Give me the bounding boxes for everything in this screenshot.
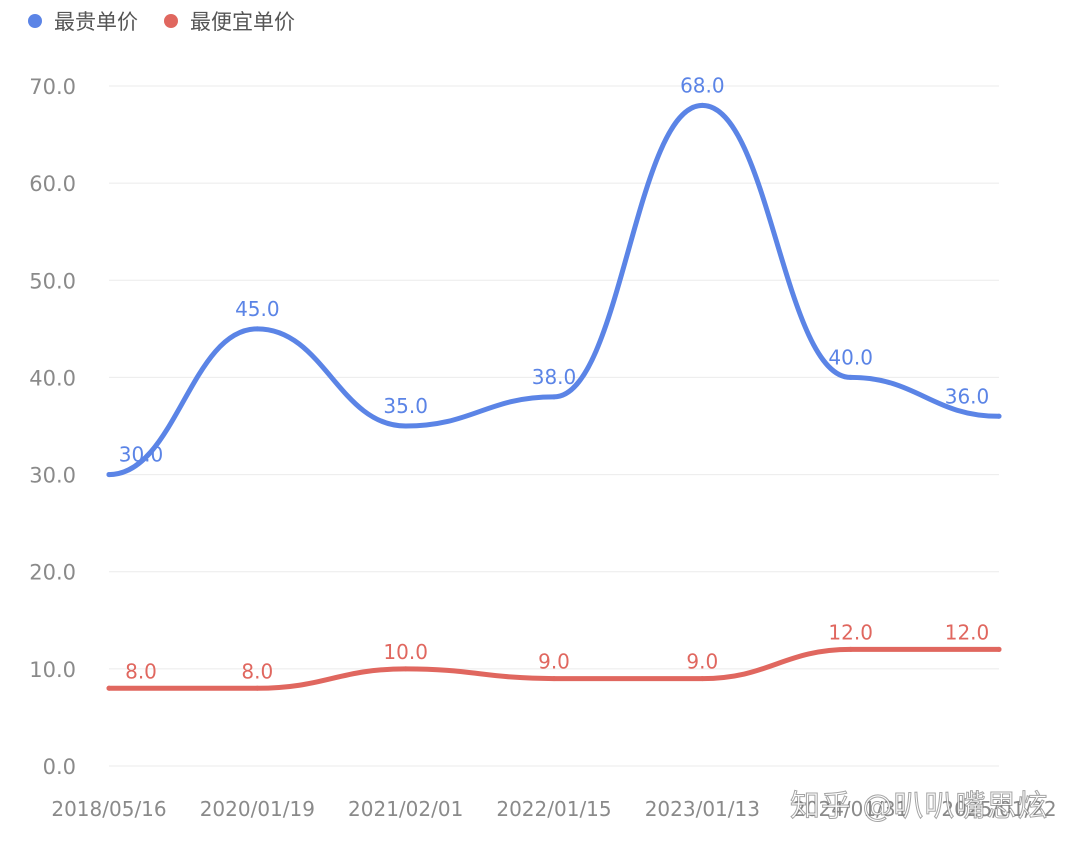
x-axis: 2018/05/16 2020/01/19 2021/02/01 2022/01/15…: [51, 797, 1056, 821]
data-label: 12.0: [828, 620, 873, 644]
data-point: [254, 685, 260, 691]
x-tick-label: 2018/05/16: [51, 797, 166, 821]
y-tick-label: 70.0: [29, 75, 76, 99]
data-label: 36.0: [945, 384, 990, 408]
data-label: 68.0: [680, 73, 725, 97]
x-tick-label: 2020/01/19: [200, 797, 315, 821]
data-point: [848, 374, 854, 380]
data-label: 9.0: [538, 650, 570, 674]
x-tick-label: 2024/01/31: [793, 797, 908, 821]
y-tick-label: 0.0: [43, 755, 76, 779]
legend-item-series-2[interactable]: 最便宜单价: [164, 6, 295, 36]
x-tick-label: 2025/01/22: [941, 797, 1056, 821]
data-point: [551, 676, 557, 682]
data-label: 10.0: [383, 640, 428, 664]
data-label: 35.0: [383, 394, 428, 418]
data-point: [996, 413, 1002, 419]
data-label: 45.0: [235, 297, 280, 321]
data-point: [551, 394, 557, 400]
data-point: [254, 326, 260, 332]
legend-label: 最便宜单价: [190, 10, 295, 34]
x-tick-label: 2022/01/15: [496, 797, 611, 821]
data-label: 8.0: [125, 659, 157, 683]
y-tick-label: 20.0: [29, 561, 76, 585]
data-label: 38.0: [532, 365, 577, 389]
legend-dot-icon: [164, 14, 178, 28]
data-label: 30.0: [119, 443, 164, 467]
x-tick-label: 2021/02/01: [348, 797, 463, 821]
data-point: [106, 685, 112, 691]
grid-layer: [109, 85, 999, 767]
data-label: 40.0: [828, 345, 873, 369]
y-tick-label: 10.0: [29, 658, 76, 682]
data-point: [996, 646, 1002, 652]
series-line: [106, 102, 1002, 478]
watermark: 知乎 @叭叭嘴思炫: [790, 789, 1049, 825]
y-tick-label: 60.0: [29, 172, 76, 196]
legend: 最贵单价 最便宜单价: [28, 6, 295, 36]
y-tick-label: 30.0: [29, 464, 76, 488]
series-layer: [106, 102, 1002, 691]
legend-item-series-1[interactable]: 最贵单价: [28, 6, 138, 36]
data-point: [403, 423, 409, 429]
y-tick-label: 40.0: [29, 366, 76, 390]
data-label: 9.0: [686, 650, 718, 674]
data-point: [699, 102, 705, 108]
data-point: [403, 666, 409, 672]
data-labels: 30.0 45.0 35.0 38.0 68.0 40.0 36.0 8.0 8.0 10.0 9.…: [119, 73, 990, 683]
data-point: [106, 472, 112, 478]
y-tick-label: 50.0: [29, 269, 76, 293]
data-label: 8.0: [241, 659, 273, 683]
legend-dot-icon: [28, 14, 42, 28]
y-axis: 0.0 10.0 20.0 30.0 40.0 50.0 60.0 70.0: [29, 75, 76, 779]
legend-label: 最贵单价: [54, 10, 138, 34]
x-tick-label: 2023/01/13: [645, 797, 760, 821]
data-label: 12.0: [945, 620, 990, 644]
data-point: [699, 676, 705, 682]
data-point: [848, 646, 854, 652]
